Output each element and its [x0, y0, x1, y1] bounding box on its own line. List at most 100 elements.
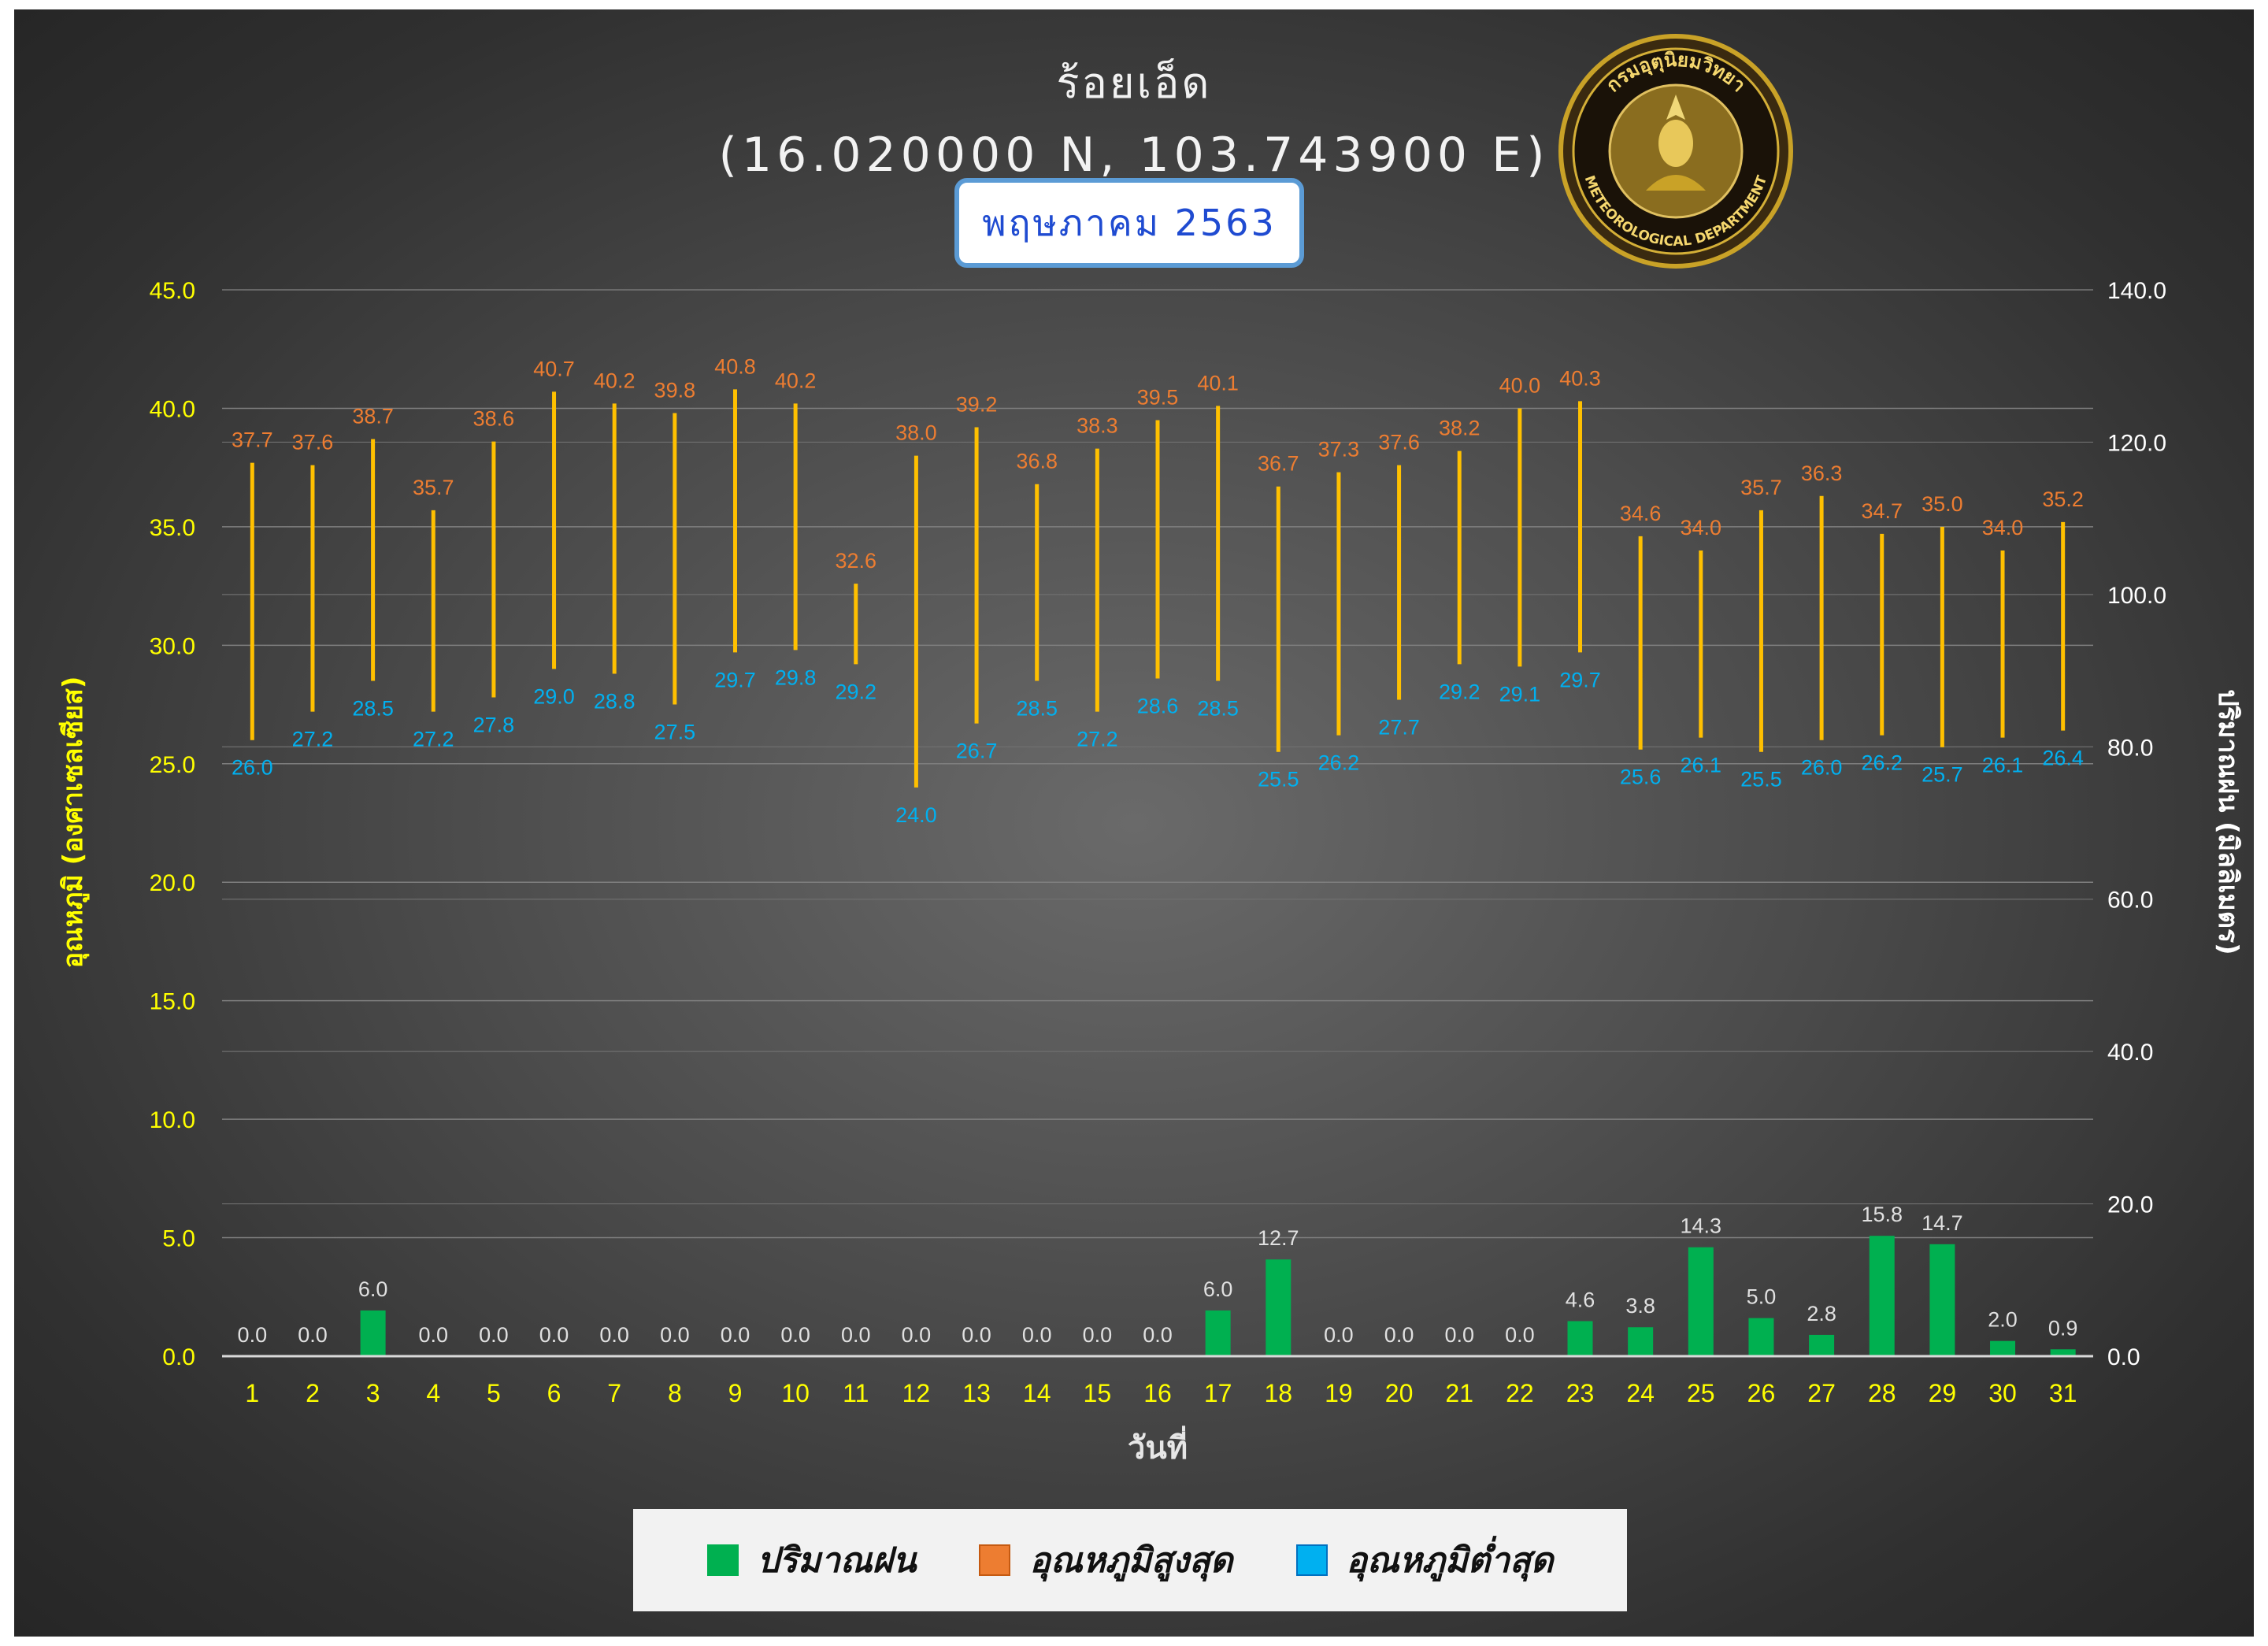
tmax-value-label: 34.7 — [1861, 499, 1903, 523]
x-tick-label: 1 — [245, 1379, 259, 1407]
chart-frame: ร้อยเอ็ด (16.020000 N, 103.743900 E) พฤษ… — [14, 9, 2254, 1637]
tmin-value-label: 26.2 — [1861, 751, 1903, 775]
left-tick-label: 15.0 — [150, 989, 195, 1015]
tmin-value-label: 29.1 — [1499, 682, 1541, 706]
left-tick-label: 5.0 — [162, 1226, 195, 1252]
tmax-value-label: 39.5 — [1137, 385, 1179, 409]
tmax-value-label: 34.6 — [1620, 502, 1662, 525]
legend-swatch-rain — [706, 1544, 739, 1576]
tmax-value-label: 40.3 — [1559, 366, 1601, 390]
rain-bar — [1809, 1334, 1835, 1356]
tmin-value-label: 29.0 — [533, 684, 575, 708]
left-tick-label: 20.0 — [150, 870, 195, 896]
tmax-value-label: 38.7 — [352, 405, 394, 428]
tmax-value-label: 34.0 — [1681, 516, 1722, 539]
right-tick-label: 80.0 — [2107, 735, 2153, 761]
tmin-value-label: 29.2 — [835, 680, 876, 703]
legend-swatch-tmin — [1295, 1544, 1328, 1576]
left-tick-label: 10.0 — [150, 1107, 195, 1133]
right-tick-label: 140.0 — [2107, 278, 2166, 304]
tmin-value-label: 27.7 — [1378, 716, 1420, 740]
rain-value-label: 5.0 — [1747, 1285, 1777, 1309]
x-tick-label: 4 — [426, 1379, 440, 1407]
legend-item-tmin: อุณหภูมิต่ำสุด — [1295, 1533, 1554, 1588]
tmax-value-label: 32.6 — [835, 549, 876, 573]
chart-subtitle: (16.020000 N, 103.743900 E) — [718, 128, 1550, 183]
x-tick-label: 5 — [487, 1379, 501, 1407]
tmin-value-label: 25.7 — [1922, 763, 1963, 787]
tmin-value-label: 28.5 — [1016, 696, 1058, 720]
x-tick-label: 25 — [1687, 1379, 1715, 1407]
rain-value-label: 0.0 — [721, 1323, 750, 1347]
right-tick-label: 40.0 — [2107, 1040, 2153, 1066]
tmin-value-label: 28.5 — [352, 696, 394, 720]
right-tick-label: 120.0 — [2107, 430, 2166, 456]
x-axis-title: วันที่ — [1128, 1425, 1188, 1466]
tmax-value-label: 40.2 — [594, 369, 636, 392]
x-tick-label: 21 — [1445, 1379, 1473, 1407]
rain-value-label: 0.0 — [1022, 1323, 1052, 1347]
right-tick-label: 20.0 — [2107, 1192, 2153, 1218]
rain-value-label: 0.0 — [1505, 1323, 1535, 1347]
left-tick-label: 25.0 — [150, 752, 195, 778]
rain-value-label: 14.7 — [1922, 1211, 1963, 1235]
rain-bar — [1266, 1259, 1292, 1356]
left-tick-label: 40.0 — [150, 396, 195, 422]
x-tick-label: 22 — [1506, 1379, 1534, 1407]
tmin-value-label: 26.0 — [1801, 756, 1843, 780]
rain-bar — [1688, 1247, 1714, 1356]
tmin-value-label: 26.7 — [956, 740, 998, 763]
rain-bar — [360, 1310, 386, 1356]
rain-value-label: 0.9 — [2048, 1316, 2078, 1340]
rain-bar — [1990, 1340, 2016, 1356]
tmin-value-label: 27.8 — [473, 714, 515, 737]
tmax-value-label: 37.6 — [1378, 431, 1420, 454]
x-tick-label: 13 — [962, 1379, 991, 1407]
rain-value-label: 0.0 — [298, 1323, 328, 1347]
x-tick-label: 24 — [1626, 1379, 1655, 1407]
rain-value-label: 0.0 — [1143, 1323, 1173, 1347]
tmax-value-label: 38.2 — [1439, 417, 1480, 440]
left-tick-label: 35.0 — [150, 515, 195, 541]
x-tick-label: 19 — [1325, 1379, 1353, 1407]
data-labels: 0.0 37.7 26.0 0.0 37.6 27.2 6.0 38.7 28.5 0.0 35.7… — [232, 354, 2084, 1347]
rain-value-label: 0.0 — [1083, 1323, 1113, 1347]
tmax-value-label: 40.8 — [714, 354, 756, 378]
x-tick-label: 9 — [728, 1379, 743, 1407]
right-tick-label: 60.0 — [2107, 888, 2153, 914]
rain-bar — [1748, 1318, 1774, 1356]
x-tick-label: 26 — [1747, 1379, 1776, 1407]
rain-value-label: 2.8 — [1807, 1302, 1836, 1325]
legend-label-rain: ปริมาณฝน — [757, 1540, 917, 1581]
x-tick-label: 28 — [1868, 1379, 1896, 1407]
rain-value-label: 6.0 — [358, 1277, 388, 1301]
rain-value-label: 0.0 — [539, 1323, 569, 1347]
rain-value-label: 0.0 — [962, 1323, 991, 1347]
rain-bar — [1929, 1244, 1955, 1356]
rain-value-label: 0.0 — [1444, 1323, 1474, 1347]
legend-label-tmax: อุณหภูมิสูงสุด — [1029, 1540, 1233, 1581]
temperature-range-lines — [250, 389, 2066, 788]
month-label-text: พฤษภาคม 2563 — [982, 201, 1277, 244]
month-label: พฤษภาคม 2563 — [954, 178, 1304, 268]
tmax-value-label: 39.2 — [956, 393, 998, 417]
tmin-value-label: 24.0 — [895, 803, 937, 827]
rain-bar — [1869, 1236, 1895, 1356]
x-tick-label: 11 — [843, 1379, 869, 1407]
tmax-value-label: 36.8 — [1016, 450, 1058, 473]
tmax-value-label: 37.3 — [1318, 438, 1360, 462]
tmin-value-label: 29.8 — [775, 665, 817, 689]
rain-value-label: 2.0 — [1988, 1308, 2018, 1332]
rain-value-label: 0.0 — [238, 1323, 268, 1347]
axes: 0.05.010.015.020.025.030.035.040.045.00.… — [57, 278, 2244, 1466]
x-tick-label: 12 — [902, 1379, 931, 1407]
rain-value-label: 0.0 — [599, 1323, 629, 1347]
tmin-value-label: 26.1 — [1982, 754, 2024, 777]
tmax-value-label: 34.0 — [1982, 516, 2024, 539]
legend-label-tmin: อุณหภูมิต่ำสุด — [1346, 1540, 1554, 1581]
tmin-value-label: 25.5 — [1740, 768, 1782, 791]
rain-bar — [1567, 1321, 1593, 1356]
tmin-value-label: 27.5 — [654, 721, 696, 744]
chart-title: ร้อยเอ็ด — [1056, 58, 1212, 108]
tmax-value-label: 40.1 — [1197, 371, 1239, 395]
